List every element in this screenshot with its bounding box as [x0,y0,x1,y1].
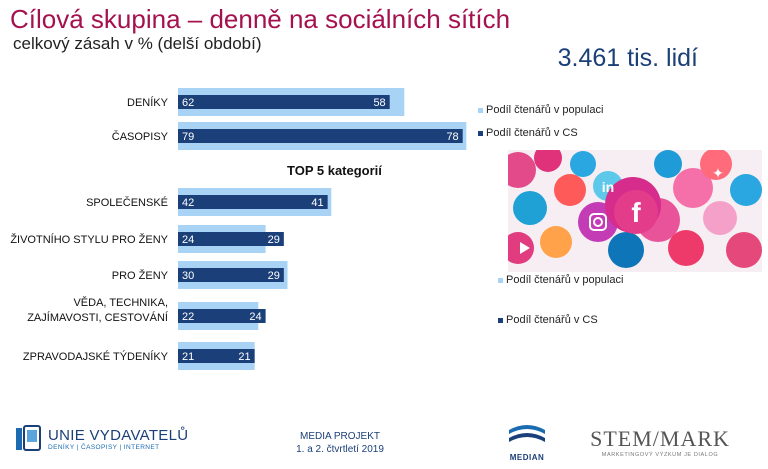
category-label: ZPRAVODAJSKÉ TÝDENÍKY [23,350,169,363]
category-label: ZAJÍMAVOSTI, CESTOVÁNÍ [27,311,169,324]
publisher-brand-tagline: DENÍKY | ČASOPISY | INTERNET [48,444,160,451]
legend-swatch-cs [478,130,483,136]
value-label-cs: 21 [238,351,250,363]
bar-cs [178,95,390,109]
category-label: VĚDA, TECHNIKA, [73,296,168,309]
legend-cs-bottom: Podíl čtenářů v CS [498,314,598,326]
facebook-icon: f [614,190,658,234]
twitter-icon: ✦ [712,166,724,182]
legend-label-population: Podíl čtenářů v populaci [506,274,624,286]
reach-bar-chart: 62 58 DENÍKY 79 78 ČASOPISY TOP 5 kategorií 42 4… [10,88,467,370]
median-label: MEDIAN [509,453,545,462]
value-label-cs: 58 [373,97,385,109]
legend-population-top: Podíl čtenářů v populaci [478,104,603,116]
bar-cs [178,309,266,323]
value-label-population: 21 [182,351,194,363]
value-label-population: 42 [182,197,194,209]
value-label-cs: 24 [249,311,261,323]
legend-swatch-population [498,277,503,283]
bar-cs [178,268,284,282]
stem-mark-tagline: MARKETINGOVÝ VÝZKUM JE DIALOG [601,452,719,458]
youtube-icon [520,242,530,254]
linkedin-icon: in [602,179,614,195]
project-info: MEDIA PROJEKT 1. a 2. čtvrtletí 2019 [280,430,400,456]
legend-population-bottom: Podíl čtenářů v populaci [498,274,623,286]
legend-label-cs: Podíl čtenářů v CS [486,127,578,139]
value-label-population: 79 [182,131,194,143]
bar-cs [178,195,328,209]
category-label: ČASOPISY [112,130,169,143]
page-subtitle: celkový zásah v % (delší období) [13,34,262,53]
category-label: SPOLEČENSKÉ [86,196,168,209]
category-label: PRO ŽENY [112,269,169,282]
category-label: ŽIVOTNÍHO STYLU PRO ŽENY [10,233,168,246]
median-logo: MEDIAN [504,420,550,462]
legend-swatch-cs [498,317,503,323]
value-label-population: 62 [182,97,194,109]
reach-headline: 3.461 tis. lidí [557,44,698,72]
value-label-population: 22 [182,311,194,323]
value-label-cs: 29 [268,234,280,246]
bar-cs [178,349,255,363]
publisher-brand-name: UNIE VYDAVATELŮ [48,427,189,444]
value-label-population: 30 [182,270,194,282]
page-title: Cílová skupina – denně na sociálních sít… [10,4,511,34]
stem-mark-logo: STEM/MARK MARKETINGOVÝ VÝZKUM JE DIALOG [572,426,748,458]
value-label-cs: 41 [311,197,323,209]
category-label: DENÍKY [127,96,169,109]
bar-cs [178,129,463,143]
legend-label-cs: Podíl čtenářů v CS [506,314,598,326]
value-label-cs: 29 [268,270,280,282]
project-name: MEDIA PROJEKT [299,431,380,442]
svg-text:in: in [602,179,614,195]
publisher-logo-icon [16,425,41,451]
legend-cs-top: Podíl čtenářů v CS [478,127,578,139]
social-media-photo: f ✦ in [508,150,762,272]
bar-cs [178,232,284,246]
legend-label-population: Podíl čtenářů v populaci [486,104,604,116]
unie-vydavatelu-logo: UNIE VYDAVATELŮ DENÍKY | ČASOPISY | INTE… [14,424,188,454]
project-period: 1. a 2. čtvrtletí 2019 [296,444,384,455]
svg-text:f: f [631,197,641,228]
svg-text:✦: ✦ [712,166,724,182]
chart-title: TOP 5 kategorií [287,163,382,178]
value-label-cs: 78 [446,131,458,143]
instagram-icon [589,213,607,231]
stem-mark-name: STEM/MARK [590,426,730,451]
legend-swatch-population [478,107,483,113]
median-logo-icon [509,425,545,442]
value-label-population: 24 [182,234,194,246]
